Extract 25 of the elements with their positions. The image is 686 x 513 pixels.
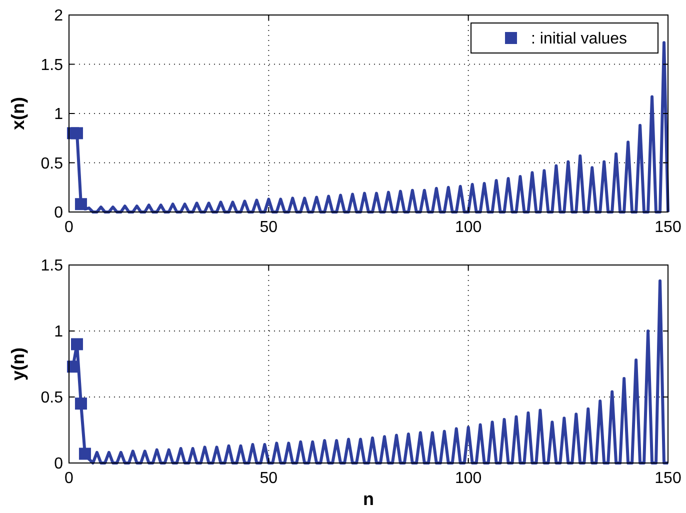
x-tick-label: 150 <box>654 470 682 487</box>
y-axis-title: y(n) <box>8 348 28 380</box>
y-tick-label: 1.5 <box>40 258 64 275</box>
point <box>74 398 87 410</box>
x-tick-label: 100 <box>454 470 482 487</box>
y-tick-label: 0 <box>54 456 64 473</box>
x-tick-label: 50 <box>260 470 278 487</box>
legend-label: : initial values <box>531 30 628 48</box>
y-tick-label: 0.5 <box>40 155 64 172</box>
x-axis-title: n <box>363 489 374 509</box>
y-tick-label: 0 <box>54 204 64 222</box>
y-tick-label: 0.5 <box>40 390 64 407</box>
x-tick-label: 0 <box>64 219 74 236</box>
x-tick-label: 50 <box>260 219 278 236</box>
y-axis-title: x(n) <box>8 97 28 130</box>
y-tick-label: 2 <box>54 8 64 25</box>
x-tick-label: 150 <box>654 219 682 236</box>
y-tick-label: 1 <box>54 324 64 341</box>
point <box>78 448 91 460</box>
point <box>70 338 83 350</box>
x-tick-label: 100 <box>454 219 482 236</box>
point <box>66 360 79 373</box>
y-tick-label: 1.5 <box>40 56 64 74</box>
x-tick-label: 0 <box>64 470 74 487</box>
y-tick-label: 1 <box>54 106 64 124</box>
